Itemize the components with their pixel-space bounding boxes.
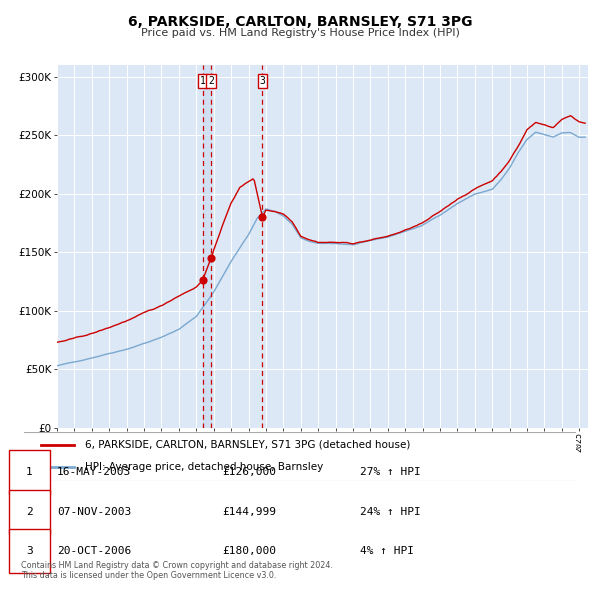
Text: 3: 3 (26, 546, 33, 556)
Text: 3: 3 (259, 76, 265, 86)
Text: Contains HM Land Registry data © Crown copyright and database right 2024.
This d: Contains HM Land Registry data © Crown c… (21, 560, 333, 580)
Point (206, 253, 216, 263)
Text: 2: 2 (208, 76, 214, 86)
Text: £180,000: £180,000 (222, 546, 276, 556)
Text: 1: 1 (200, 76, 206, 86)
Text: 16-MAY-2003: 16-MAY-2003 (57, 467, 131, 477)
Bar (203, 65, 211, 428)
Text: £144,999: £144,999 (222, 507, 276, 517)
Text: 6, PARKSIDE, CARLTON, BARNSLEY, S71 3PG: 6, PARKSIDE, CARLTON, BARNSLEY, S71 3PG (128, 15, 472, 29)
Text: 2: 2 (26, 507, 33, 517)
FancyBboxPatch shape (19, 432, 581, 481)
Text: 6, PARKSIDE, CARLTON, BARNSLEY, S71 3PG (detached house): 6, PARKSIDE, CARLTON, BARNSLEY, S71 3PG … (85, 440, 410, 450)
Text: Price paid vs. HM Land Registry's House Price Index (HPI): Price paid vs. HM Land Registry's House … (140, 28, 460, 38)
Text: 20-OCT-2006: 20-OCT-2006 (57, 546, 131, 556)
Text: 27% ↑ HPI: 27% ↑ HPI (360, 467, 421, 477)
Text: £126,000: £126,000 (222, 467, 276, 477)
Text: 24% ↑ HPI: 24% ↑ HPI (360, 507, 421, 517)
Text: 1: 1 (26, 467, 33, 477)
Point (198, 276, 208, 285)
Point (257, 212, 267, 222)
Text: HPI: Average price, detached house, Barnsley: HPI: Average price, detached house, Barn… (85, 463, 323, 473)
Text: 07-NOV-2003: 07-NOV-2003 (57, 507, 131, 517)
Text: 4% ↑ HPI: 4% ↑ HPI (360, 546, 414, 556)
